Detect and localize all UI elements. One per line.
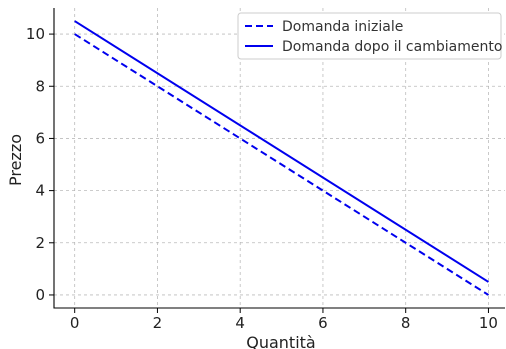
series-line-1 [74,33,489,296]
x-tick-label: 0 [70,314,80,332]
series-line-2 [74,20,489,283]
axes [53,8,505,309]
y-axis-label: Prezzo [6,134,25,186]
x-tick-label: 8 [401,314,411,332]
legend-label-1: Domanda iniziale [282,19,403,35]
y-tick-label: 10 [26,25,45,43]
y-tick-label: 4 [35,182,45,200]
axis-spines [53,8,505,309]
legend-frame [237,12,502,60]
y-tick-label: 2 [35,234,45,252]
x-tick-label: 6 [318,314,328,332]
x-axis-label: Quantità [246,333,315,349]
legend: Domanda iniziale Domanda dopo il cambiame… [237,12,502,60]
legend-label-2: Domanda dopo il cambiamento [282,39,502,55]
series-group [74,20,489,296]
y-tick-label: 8 [35,77,45,95]
x-tick-label: 4 [235,314,245,332]
x-tick-label: 10 [479,314,498,332]
y-tick-label: 0 [35,286,45,304]
ticks: 0 2 4 6 8 10 0 2 4 6 8 10 [26,25,498,332]
y-tick-label: 6 [35,129,45,147]
x-tick-label: 2 [153,314,163,332]
